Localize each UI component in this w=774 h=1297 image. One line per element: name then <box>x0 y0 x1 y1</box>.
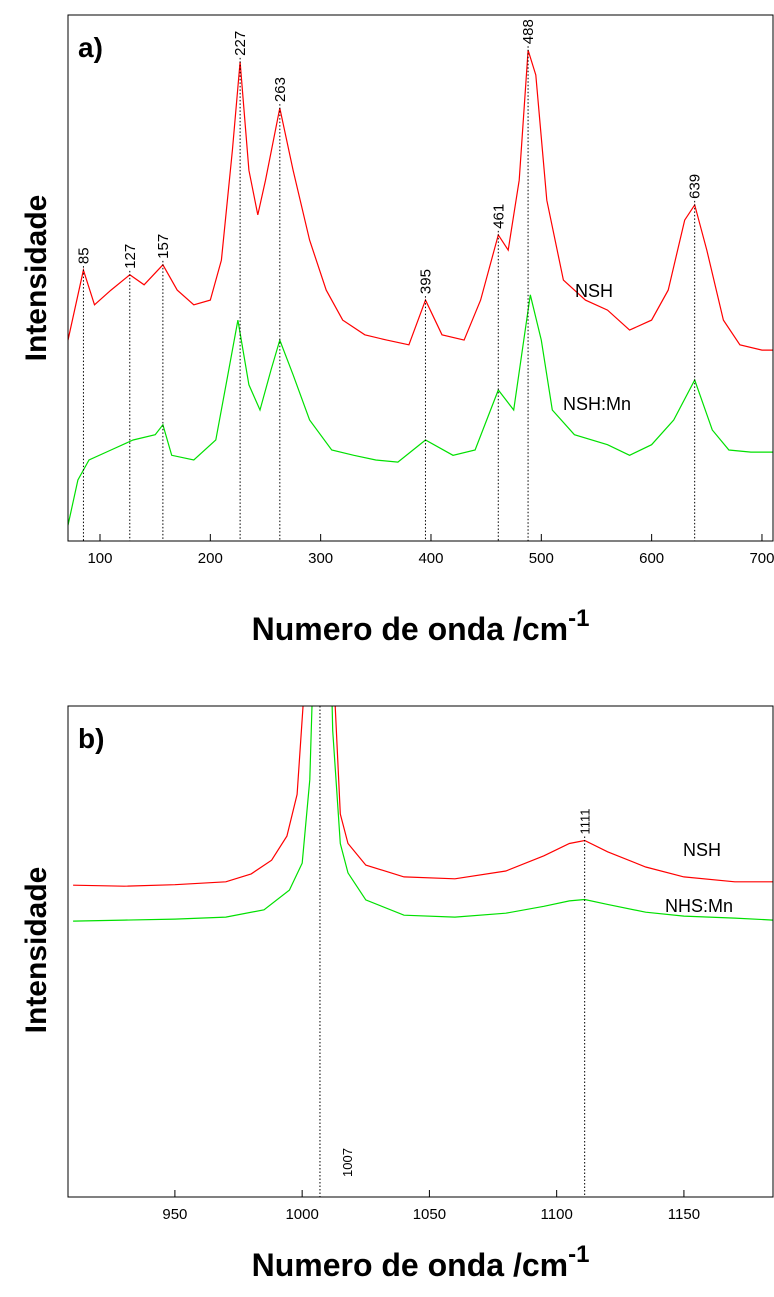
y-axis-label: Intensidade <box>20 195 53 362</box>
plot-area <box>73 706 773 922</box>
spectrum-line <box>68 294 773 526</box>
plot-area <box>68 50 773 526</box>
y-axis-label: Intensidade <box>20 867 53 1034</box>
x-tick-label: 100 <box>87 550 112 567</box>
peak-label: 395 <box>417 269 434 294</box>
x-tick-label: 1050 <box>413 1206 446 1223</box>
peak-label: 227 <box>232 31 249 56</box>
peak-label: 263 <box>272 77 289 102</box>
x-tick-label: 950 <box>162 1206 187 1223</box>
x-tick-label: 1150 <box>668 1206 700 1223</box>
x-tick-label: 1000 <box>285 1206 318 1223</box>
x-tick-label: 300 <box>308 550 333 567</box>
x-tick-label: 600 <box>639 550 664 567</box>
panel-label: b) <box>78 723 104 754</box>
series-label: NSH <box>683 840 721 860</box>
peak-label: 1111 <box>578 809 593 835</box>
x-axis-label-exponent: -1 <box>568 605 589 632</box>
x-tick-label: 700 <box>749 550 774 567</box>
peak-label: 127 <box>122 244 139 269</box>
panel-label: a) <box>78 32 103 63</box>
x-axis-label-text: Numero de onda /cm <box>252 1247 569 1283</box>
x-tick-label: 1100 <box>541 1206 573 1223</box>
x-tick-label: 400 <box>418 550 443 567</box>
peak-label: 461 <box>490 204 507 229</box>
series-label: NHS:Mn <box>665 896 733 916</box>
x-axis-label: Numero de onda /cm-1 <box>252 1241 590 1283</box>
x-tick-label: 200 <box>198 550 223 567</box>
x-tick-label: 500 <box>529 550 554 567</box>
peak-label: 85 <box>75 247 92 264</box>
plot-frame <box>67 14 774 542</box>
peak-label: 1007 <box>340 1148 355 1177</box>
series-label: NSH <box>575 281 613 301</box>
x-axis-label-exponent: -1 <box>568 1241 589 1268</box>
peak-label: 157 <box>155 234 172 259</box>
series-label: NSH:Mn <box>563 394 631 414</box>
spectrum-line <box>73 706 773 887</box>
plot-frame <box>67 705 774 1198</box>
x-axis-label-text: Numero de onda /cm <box>252 611 569 647</box>
spectrum-line <box>68 50 773 351</box>
peak-label: 488 <box>520 19 537 44</box>
x-axis-label: Numero de onda /cm-1 <box>252 605 590 647</box>
spectrum-line <box>73 706 773 922</box>
peak-label: 639 <box>687 174 704 199</box>
